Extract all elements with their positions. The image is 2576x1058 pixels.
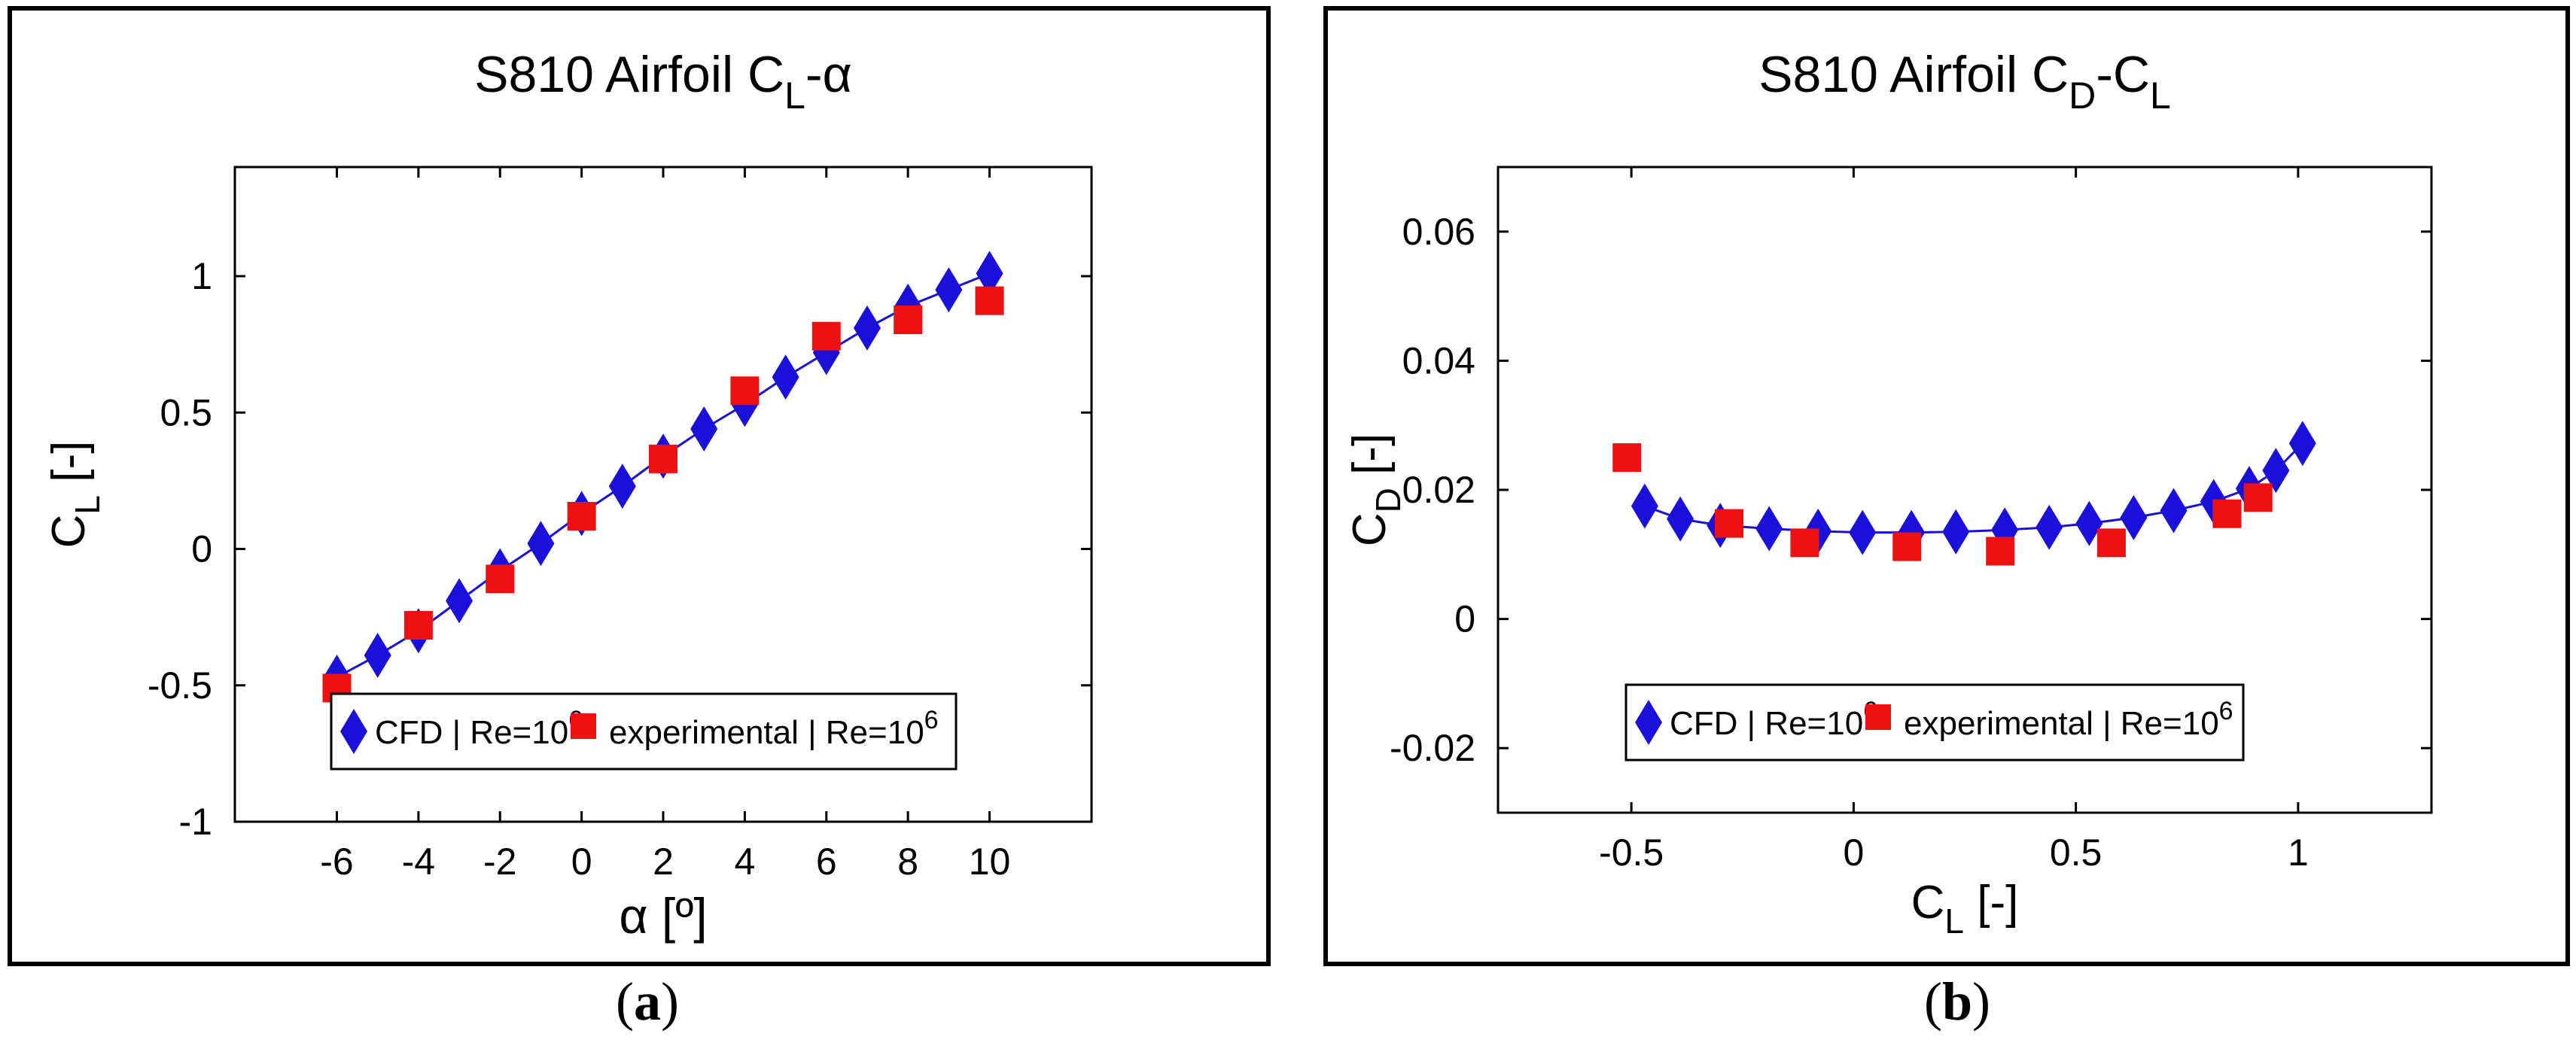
cfd-point [1755,506,1783,552]
legend-box [1624,683,2245,762]
x-tick-label: 1 [2288,832,2309,874]
legend-cfd-marker [340,709,367,754]
legend: CFD | Re=106experimental | Re=106 [330,692,958,771]
cfd-point [2036,504,2063,550]
legend-experimental-label: experimental | Re=106 [609,706,939,751]
experimental-point [1892,532,1922,561]
experimental-point [975,286,1004,315]
y-axis-label: CD [-] [1344,433,1408,546]
chart-title: S810 Airfoil CL-α [474,46,852,117]
x-tick-label: -0.5 [1599,832,1664,874]
cfd-point [2120,494,2148,540]
sublabel-b-letter: b [1941,971,1973,1032]
experimental-point [894,306,923,334]
sublabel-b-open: ( [1923,971,1942,1032]
cfd-point [446,578,473,624]
x-tick-label: 0 [1843,832,1864,874]
y-tick-label: 0 [191,528,212,570]
cfd-point [608,464,636,509]
experimental-point [1715,509,1744,538]
panel-a-frame [8,6,1271,966]
cfd-point [2075,500,2103,546]
cfd-point [2288,421,2316,467]
plot-b: -0.5 0 0.5 1 -0.02 0 0.02 0.04 0.06 S810 Airfoil … [1344,46,2433,941]
experimental-point [1612,443,1642,473]
experimental-point [2096,528,2126,558]
y-tick-label: -1 [179,801,212,843]
y-tick-label: 0.02 [1402,469,1475,511]
sublabel-a-letter: a [634,971,661,1032]
sublabel-a: (a) [534,971,760,1033]
cfd-point [527,521,555,567]
sublabel-b: (b) [1844,971,2070,1033]
cfd-point [2160,488,2188,534]
x-axis-label: CL [-] [1911,877,2019,941]
legend: CFD | Re=106experimental | Re=106 [1624,683,2245,762]
x-tick-label: 2 [653,841,674,883]
experimental-point [567,502,596,531]
chart-title: S810 Airfoil CD-CL [1758,46,2171,117]
cfd-point [690,406,718,451]
legend-cfd-marker [1635,700,1662,745]
legend-experimental-label: experimental | Re=106 [1904,697,2233,742]
experimental-point [2243,483,2273,512]
sublabel-a-close: ) [661,971,679,1032]
experimental-point [649,444,677,473]
sublabel-b-close: ) [1972,971,1990,1032]
y-tick-label: 0 [1454,598,1475,640]
cfd-point [976,251,1003,296]
experimental-point [1986,537,2015,566]
plot-a: -6 -4 -2 0 2 4 6 8 10 -1 -0.5 0 0.5 1 S810 Airfoil CL-… [43,46,1093,944]
x-tick-label: -6 [320,841,353,883]
y-tick-label: -0.5 [148,664,212,707]
panel-b-frame [1323,6,2570,966]
y-tick-label: 0.06 [1402,211,1475,253]
cfd-point [1631,483,1658,529]
experimental-point [2212,499,2242,528]
x-axis-label: α [º] [619,888,707,944]
x-tick-label: -2 [483,841,516,883]
legend-experimental-marker [571,713,596,739]
y-tick-label: 0.5 [160,391,212,433]
x-tick-label: 0.5 [2050,832,2103,874]
y-tick-label: 0.04 [1402,339,1475,382]
legend-box [330,692,958,771]
x-tick-label: 4 [734,841,755,883]
legend-experimental-marker [1865,704,1891,730]
experimental-point [811,321,841,351]
cfd-point [1942,509,1970,555]
experimental-point [403,611,433,640]
x-tick-label: -4 [402,841,435,883]
y-axis-label: CL [-] [43,441,107,549]
y-tick-label: 1 [191,255,212,297]
cfd-point [772,354,799,400]
cfd-point [364,632,391,678]
cfd-point [853,305,881,351]
y-tick-label: -0.02 [1390,727,1475,769]
x-tick-label: 0 [571,841,592,883]
cfd-point [1667,496,1694,542]
cfd-point [1849,509,1877,555]
x-tick-label: 8 [897,841,918,883]
cfd-point [2262,448,2290,494]
x-tick-label: 6 [816,841,837,883]
experimental-point [486,564,515,594]
experimental-point [1790,528,1819,558]
experimental-point [730,376,760,406]
sublabel-a-open: ( [616,971,634,1032]
cfd-point [935,267,963,313]
x-tick-label: 10 [969,841,1011,883]
